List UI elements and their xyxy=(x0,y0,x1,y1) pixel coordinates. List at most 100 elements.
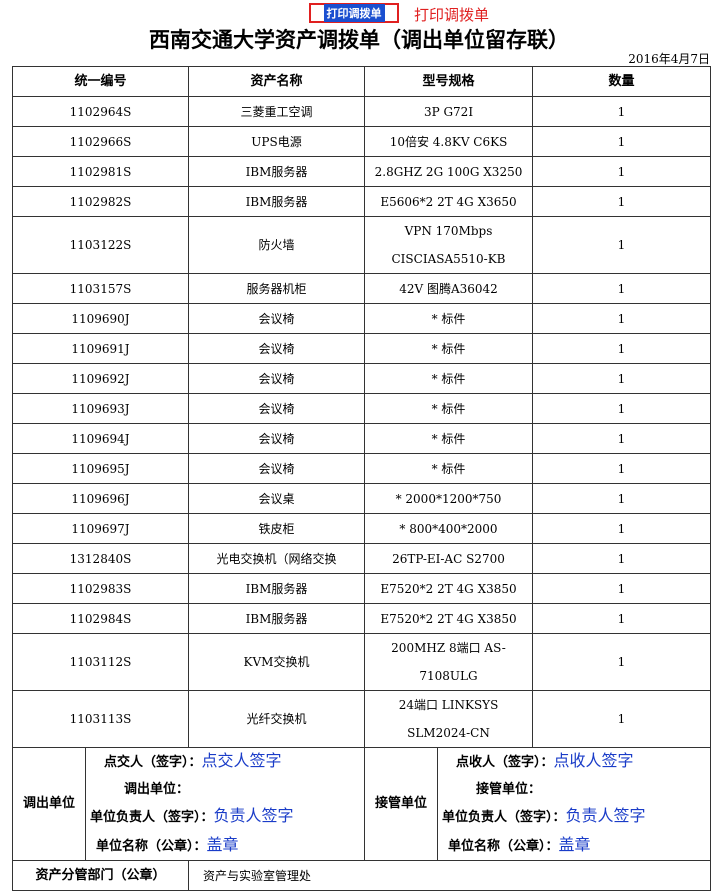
table-cell: 1 xyxy=(532,513,711,544)
table-cell: 会议椅 xyxy=(188,333,365,364)
footer-label: 资产分管部门（公章） xyxy=(12,860,189,891)
table-cell: IBM服务器 xyxy=(188,186,365,217)
table-row: 1102981S IBM服务器 2.8GHZ 2G 100G X3250 1 xyxy=(12,156,711,187)
table-cell: 1 xyxy=(532,453,711,484)
table-cell: 3P G72I xyxy=(364,96,533,127)
table-cell: 1 xyxy=(532,216,711,274)
date: 2016年4月7日 xyxy=(628,52,710,66)
sign-line-value: 负责人签字 xyxy=(565,806,646,826)
table-cell: 会议桌 xyxy=(188,483,365,514)
table-cell: 1109690J xyxy=(12,303,189,334)
table-cell: 200MHZ 8端口 AS-7108ULG xyxy=(364,633,533,691)
column-header: 型号规格 xyxy=(364,66,533,97)
sign-line-label: 单位负责人（签字）： xyxy=(90,810,214,826)
table-row: 1312840S 光电交换机（网络交换 26TP-EI-AC S2700 1 xyxy=(12,543,711,574)
table-cell: * 标件 xyxy=(364,333,533,364)
print-link[interactable]: 打印调拨单 xyxy=(414,6,490,24)
sign-line: 接管单位： xyxy=(442,779,706,801)
sign-line: 调出单位： xyxy=(90,779,360,801)
sign-line: 点收人（签字）：点收人签字 xyxy=(442,750,706,774)
print-button-label[interactable]: 打印调拨单 xyxy=(323,4,385,22)
table-cell: 会议椅 xyxy=(188,363,365,394)
table-cell: * 标件 xyxy=(364,363,533,394)
table-cell: 1 xyxy=(532,156,711,187)
table-row: 1109693J 会议椅 * 标件 1 xyxy=(12,393,711,424)
table-cell: 1109695J xyxy=(12,453,189,484)
table-row: 1109695J 会议椅 * 标件 1 xyxy=(12,453,711,484)
table-cell: * 标件 xyxy=(364,303,533,334)
sign-left: 调出单位 点交人（签字）：点交人签字 调出单位： 单位负责人（签字）：负责人签字 单位名… xyxy=(12,747,365,861)
table-cell: 1 xyxy=(532,303,711,334)
table-cell: 1 xyxy=(532,423,711,454)
table-cell: 1109696J xyxy=(12,483,189,514)
table-cell: 1103113S xyxy=(12,690,189,748)
table-cell: * 标件 xyxy=(364,393,533,424)
table-cell: 10倍安 4.8KV C6KS xyxy=(364,126,533,157)
table-cell: 光纤交换机 xyxy=(188,690,365,748)
table-row: 1109691J 会议椅 * 标件 1 xyxy=(12,333,711,364)
table-cell: 1 xyxy=(532,483,711,514)
table-cell: 1 xyxy=(532,96,711,127)
table-cell: 服务器机柜 xyxy=(188,273,365,304)
sign-line-value: 点收人签字 xyxy=(553,751,634,771)
sign-content: 点收人（签字）：点收人签字 接管单位： 单位负责人（签字）：负责人签字 单位名称（公章… xyxy=(438,748,710,860)
table-cell: * 标件 xyxy=(364,423,533,454)
table-cell: 42V 图腾A36042 xyxy=(364,273,533,304)
sign-line: 单位负责人（签字）：负责人签字 xyxy=(442,805,706,829)
column-header: 数量 xyxy=(532,66,711,97)
table-cell: IBM服务器 xyxy=(188,156,365,187)
table-cell: IBM服务器 xyxy=(188,603,365,634)
table-row: 1102964S 三菱重工空调 3P G72I 1 xyxy=(12,96,711,127)
table-cell: 会议椅 xyxy=(188,423,365,454)
table-row: 1109694J 会议椅 * 标件 1 xyxy=(12,423,711,454)
table-cell: UPS电源 xyxy=(188,126,365,157)
table-cell: 会议椅 xyxy=(188,453,365,484)
table-cell: E7520*2 2T 4G X3850 xyxy=(364,603,533,634)
table-cell: 1 xyxy=(532,603,711,634)
table-row: 1103157S 服务器机柜 42V 图腾A36042 1 xyxy=(12,273,711,304)
table-cell: 1 xyxy=(532,573,711,604)
table-cell: 2.8GHZ 2G 100G X3250 xyxy=(364,156,533,187)
table-cell: 1 xyxy=(532,393,711,424)
table-row: 1109697J 铁皮柜 * 800*400*2000 1 xyxy=(12,513,711,544)
sign-line-label: 接管单位： xyxy=(476,781,542,797)
table-cell: 1 xyxy=(532,126,711,157)
table-body: 1102964S 三菱重工空调 3P G72I 1 1102966S UPS电源 10倍安 … xyxy=(12,96,711,748)
table-cell: E7520*2 2T 4G X3850 xyxy=(364,573,533,604)
sign-line: 单位名称（公章）：盖章 xyxy=(90,834,360,858)
sign-line-value: 盖章 xyxy=(206,834,239,854)
table-cell: 1102982S xyxy=(12,186,189,217)
header-row: 统一编号 资产名称 型号规格 数量 xyxy=(12,66,711,97)
table-cell: 会议椅 xyxy=(188,393,365,424)
sign-line-value: 盖章 xyxy=(558,834,591,854)
table-cell: 1102981S xyxy=(12,156,189,187)
table-row: 1109690J 会议椅 * 标件 1 xyxy=(12,303,711,334)
table-row: 1103122S 防火墙 VPN 170Mbps CISCIASA5510-KB 1 xyxy=(12,216,711,274)
table-cell: 1312840S xyxy=(12,543,189,574)
footer-row: 资产分管部门（公章） 资产与实验室管理处 xyxy=(12,860,711,891)
sign-line: 单位负责人（签字）：负责人签字 xyxy=(90,805,360,829)
print-button[interactable]: 打印调拨单 xyxy=(309,3,399,23)
table-cell: 1 xyxy=(532,186,711,217)
transfer-table: 统一编号 资产名称 型号规格 数量 1102964S 三菱重工空调 3P G72I 1 110… xyxy=(12,66,711,891)
sign-line-value: 负责人签字 xyxy=(213,806,294,826)
table-cell: 1102964S xyxy=(12,96,189,127)
sign-line: 单位名称（公章）：盖章 xyxy=(442,834,706,858)
table-cell: IBM服务器 xyxy=(188,573,365,604)
table-cell: 1109692J xyxy=(12,363,189,394)
sign-line-label: 单位名称（公章）： xyxy=(448,838,559,854)
table-cell: * 标件 xyxy=(364,453,533,484)
table-cell: 1 xyxy=(532,690,711,748)
sign-line-label: 点收人（签字）： xyxy=(456,755,554,771)
sign-line: 点交人（签字）：点交人签字 xyxy=(90,750,360,774)
table-row: 1102982S IBM服务器 E5606*2 2T 4G X3650 1 xyxy=(12,186,711,217)
table-cell: VPN 170Mbps CISCIASA5510-KB xyxy=(364,216,533,274)
table-cell: 三菱重工空调 xyxy=(188,96,365,127)
sign-row: 调出单位 点交人（签字）：点交人签字 调出单位： 单位负责人（签字）：负责人签字 单位名… xyxy=(12,747,711,861)
table-cell: 1102983S xyxy=(12,573,189,604)
sign-right: 接管单位 点收人（签字）：点收人签字 接管单位： 单位负责人（签字）：负责人签字 单位名… xyxy=(364,747,711,861)
table-cell: 防火墙 xyxy=(188,216,365,274)
column-header: 统一编号 xyxy=(12,66,189,97)
table-cell: 26TP-EI-AC S2700 xyxy=(364,543,533,574)
table-cell: * 800*400*2000 xyxy=(364,513,533,544)
